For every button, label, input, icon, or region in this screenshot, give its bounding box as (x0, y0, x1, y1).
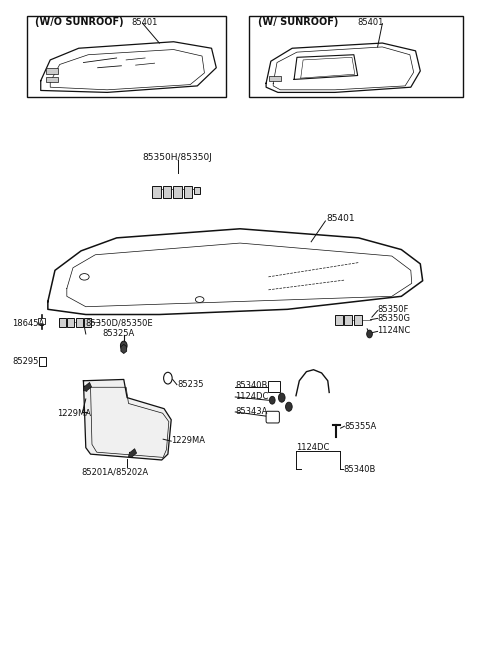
Circle shape (367, 330, 372, 338)
Text: 85340B: 85340B (235, 381, 268, 390)
Text: 85325A: 85325A (102, 329, 135, 339)
Bar (354, 315, 362, 325)
Bar (67, 318, 74, 328)
Circle shape (120, 341, 127, 350)
Bar (38, 318, 45, 324)
Bar (39, 358, 46, 366)
Bar (26, 16, 226, 97)
Bar (173, 186, 181, 198)
Text: (W/ SUNROOF): (W/ SUNROOF) (258, 17, 338, 28)
Bar (76, 318, 83, 328)
Text: 1229MA: 1229MA (171, 436, 205, 445)
Text: 85355A: 85355A (344, 422, 377, 431)
Bar (59, 318, 66, 328)
FancyArrow shape (84, 383, 92, 391)
Circle shape (164, 372, 172, 384)
Text: 85340B: 85340B (343, 464, 376, 474)
Circle shape (286, 402, 292, 411)
Ellipse shape (195, 297, 204, 303)
Text: 85350G: 85350G (378, 314, 410, 323)
Bar (269, 75, 281, 81)
Text: 1124DC: 1124DC (235, 392, 269, 402)
Bar (194, 187, 200, 195)
Bar (163, 186, 171, 198)
Text: 85295: 85295 (12, 357, 39, 365)
Text: 85401: 85401 (326, 214, 355, 223)
Ellipse shape (80, 274, 89, 280)
Text: (W/O SUNROOF): (W/O SUNROOF) (35, 17, 124, 28)
Bar (268, 381, 280, 392)
Bar (335, 315, 343, 325)
Bar (250, 16, 463, 97)
Circle shape (278, 393, 285, 402)
Polygon shape (84, 379, 171, 460)
Bar (47, 77, 58, 82)
Text: 85235: 85235 (177, 379, 204, 388)
Text: 85401: 85401 (358, 18, 384, 27)
Bar (47, 68, 58, 73)
Text: 85350F: 85350F (378, 305, 409, 314)
Text: 18645A: 18645A (12, 319, 45, 328)
Text: 1124DC: 1124DC (296, 443, 329, 452)
Text: 85343A: 85343A (235, 407, 268, 417)
FancyArrow shape (129, 449, 137, 458)
Text: 85401: 85401 (132, 18, 158, 27)
FancyBboxPatch shape (266, 411, 279, 423)
Bar (183, 186, 192, 198)
Text: 1229MA: 1229MA (57, 409, 91, 418)
Text: 85201A/85202A: 85201A/85202A (81, 467, 148, 476)
Bar (84, 318, 92, 328)
Bar (344, 315, 352, 325)
Text: 85350D/85350E: 85350D/85350E (86, 318, 154, 328)
Text: 85350H/85350J: 85350H/85350J (143, 153, 213, 162)
Bar (152, 186, 161, 198)
Text: 1124NC: 1124NC (378, 326, 411, 335)
Circle shape (269, 396, 275, 404)
